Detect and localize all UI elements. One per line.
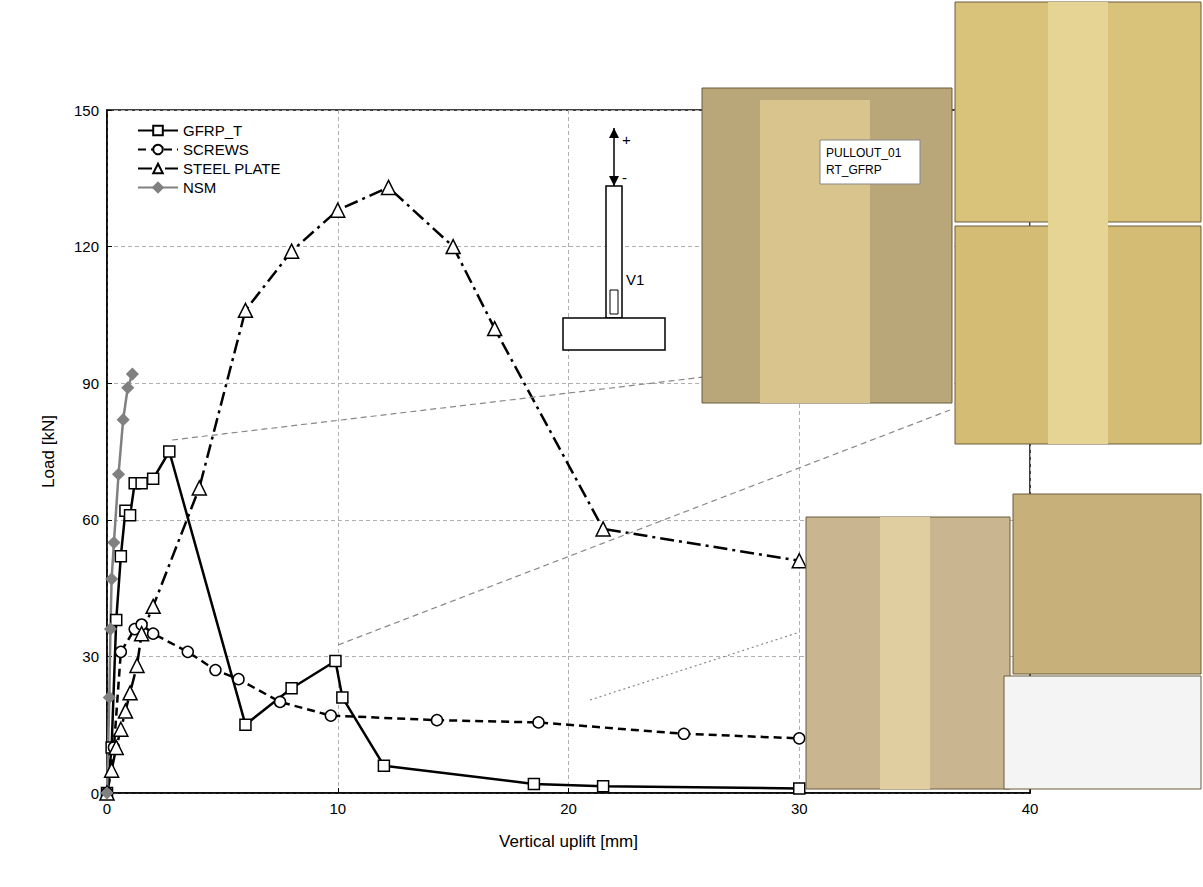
- svg-text:Load [kN]: Load [kN]: [39, 415, 58, 488]
- svg-text:40: 40: [1022, 800, 1039, 817]
- svg-text:30: 30: [791, 800, 808, 817]
- svg-text:20: 20: [560, 800, 577, 817]
- svg-text:150: 150: [74, 102, 99, 119]
- svg-text:10: 10: [329, 800, 346, 817]
- svg-text:RT_GFRP: RT_GFRP: [826, 163, 882, 177]
- svg-text:+: +: [622, 131, 631, 148]
- svg-text:0: 0: [103, 800, 111, 817]
- svg-text:0: 0: [91, 785, 99, 802]
- svg-text:STEEL PLATE: STEEL PLATE: [183, 160, 281, 177]
- svg-text:V1: V1: [626, 271, 644, 288]
- svg-text:-: -: [622, 169, 627, 186]
- svg-text:30: 30: [82, 648, 99, 665]
- svg-text:NSM: NSM: [183, 179, 216, 196]
- svg-text:Vertical uplift [mm]: Vertical uplift [mm]: [499, 832, 638, 851]
- svg-text:PULLOUT_01: PULLOUT_01: [826, 146, 902, 160]
- svg-text:SCREWS: SCREWS: [183, 141, 249, 158]
- svg-text:60: 60: [82, 511, 99, 528]
- svg-text:90: 90: [82, 375, 99, 392]
- svg-text:GFRP_T: GFRP_T: [183, 122, 242, 139]
- svg-text:120: 120: [74, 238, 99, 255]
